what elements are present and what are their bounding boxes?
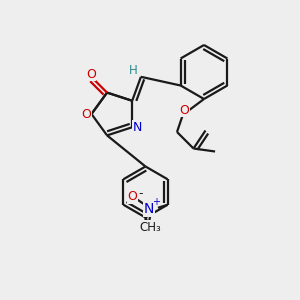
Text: N: N bbox=[144, 202, 154, 216]
Text: O: O bbox=[127, 190, 137, 203]
Text: -: - bbox=[138, 187, 143, 200]
Text: O: O bbox=[180, 103, 189, 117]
Text: N: N bbox=[133, 121, 142, 134]
Text: CH₃: CH₃ bbox=[139, 220, 161, 234]
Text: O: O bbox=[139, 224, 149, 237]
Text: O: O bbox=[86, 68, 96, 81]
Text: H: H bbox=[129, 64, 138, 77]
Text: O: O bbox=[81, 107, 91, 121]
Text: +: + bbox=[152, 197, 160, 207]
